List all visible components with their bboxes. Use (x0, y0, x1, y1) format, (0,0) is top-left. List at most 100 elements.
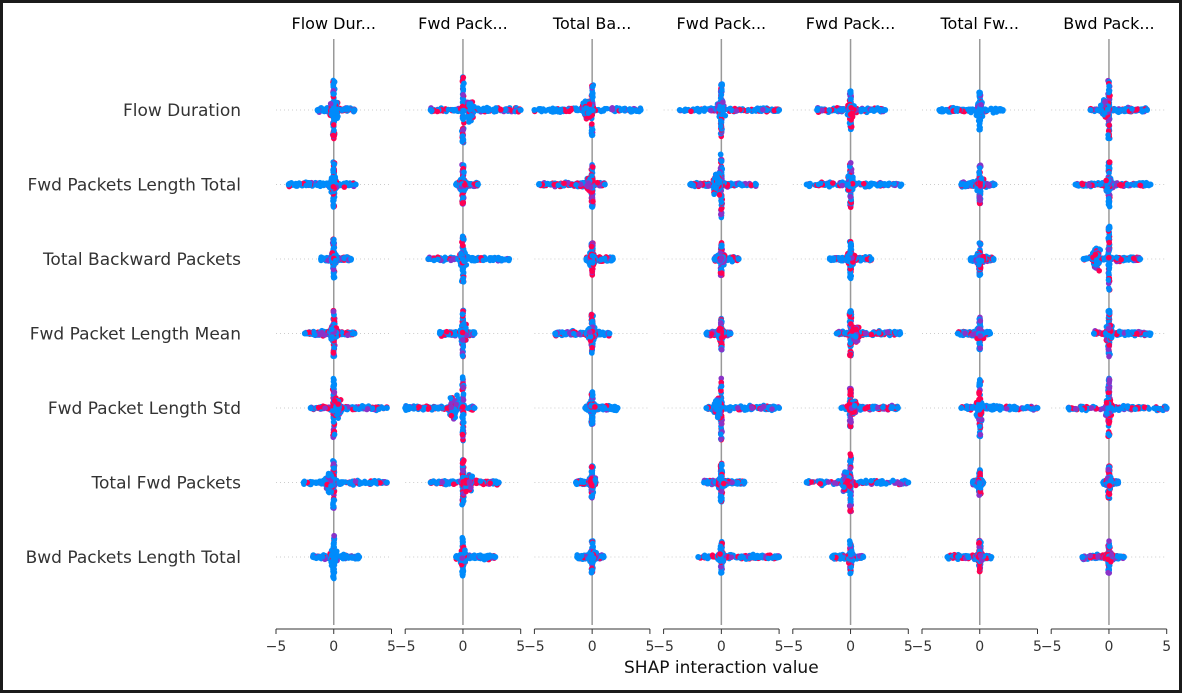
data-point (1106, 159, 1113, 166)
data-point (968, 109, 974, 116)
data-point (716, 192, 723, 198)
cell-dots (453, 161, 481, 207)
row-label: Total Backward Packets (42, 250, 241, 270)
data-point (460, 114, 466, 121)
data-point (682, 107, 688, 113)
data-point (719, 270, 725, 276)
data-point (351, 107, 358, 113)
data-point (585, 110, 592, 116)
data-point (637, 107, 644, 113)
data-point (460, 107, 466, 114)
cell-dots (826, 238, 875, 282)
data-point (716, 106, 723, 113)
data-point (936, 107, 943, 113)
data-point (285, 181, 292, 188)
x-axis-label: SHAP interaction value (624, 658, 819, 678)
x-tick-label: −5 (1041, 639, 1062, 655)
data-point (470, 256, 476, 263)
data-point (555, 182, 562, 189)
data-point (431, 257, 437, 264)
x-tick-label: −5 (782, 639, 803, 655)
data-point (517, 107, 524, 113)
data-point (460, 92, 466, 98)
data-point (589, 164, 596, 170)
cell-dots (531, 82, 644, 139)
data-point (1105, 132, 1111, 138)
data-point (483, 106, 490, 113)
x-tick-label: −5 (653, 639, 674, 655)
data-point (694, 105, 701, 112)
data-point (588, 243, 595, 250)
data-point (589, 83, 596, 90)
data-point (557, 106, 564, 113)
data-point (303, 182, 309, 189)
data-point (848, 104, 855, 111)
data-point (776, 107, 783, 113)
cell-dots (676, 81, 783, 140)
data-point (849, 110, 855, 117)
cell-dots (711, 240, 742, 279)
data-point (991, 107, 998, 113)
x-tick-label: −5 (395, 639, 416, 655)
data-point (584, 182, 590, 189)
data-point (1106, 83, 1112, 90)
data-point (705, 183, 712, 189)
data-point (588, 127, 595, 134)
data-point (976, 169, 982, 176)
data-point (708, 107, 714, 114)
data-point (860, 180, 867, 187)
row-2-dots (318, 223, 1144, 293)
data-point (460, 194, 466, 201)
data-point (958, 181, 965, 188)
data-point (718, 91, 725, 98)
data-point (461, 169, 467, 175)
data-point (1086, 182, 1092, 189)
data-point (496, 256, 503, 262)
data-point (1129, 106, 1135, 112)
data-point (717, 257, 724, 264)
data-point (898, 181, 905, 188)
data-point (537, 105, 544, 112)
data-point (352, 181, 359, 188)
data-point (459, 200, 466, 207)
data-point (837, 107, 843, 113)
column-title: Fwd Pack... (806, 14, 896, 33)
data-point (474, 181, 481, 188)
data-point (701, 107, 708, 114)
data-point (1106, 89, 1112, 96)
data-point (460, 235, 466, 242)
data-point (451, 106, 458, 113)
data-point (718, 244, 725, 250)
x-tick-label: 5 (1033, 639, 1042, 655)
data-point (977, 106, 983, 113)
data-point (1072, 181, 1079, 188)
data-point (720, 99, 726, 105)
data-point (839, 182, 846, 189)
cell-dots (314, 77, 358, 142)
data-point (733, 108, 740, 114)
data-point (583, 105, 589, 111)
x-tick-label: −5 (524, 639, 545, 655)
data-point (460, 275, 467, 282)
data-point (1103, 187, 1110, 193)
data-point (335, 113, 341, 120)
data-point (978, 175, 985, 182)
data-point (847, 193, 854, 200)
data-point (465, 114, 472, 120)
cell-dots (285, 159, 359, 210)
column-title: Bwd Pack... (1063, 14, 1154, 33)
data-point (718, 206, 725, 212)
data-point (341, 106, 348, 113)
data-point (760, 106, 766, 113)
cell-dots (1072, 159, 1154, 210)
data-point (502, 107, 508, 114)
data-point (566, 108, 573, 115)
column-title: Total Ba... (552, 14, 632, 33)
cell-dots (536, 162, 608, 210)
x-tick-label: −5 (266, 639, 287, 655)
data-point (434, 108, 441, 115)
data-point (711, 182, 718, 189)
x-tick-label: 0 (329, 639, 338, 655)
